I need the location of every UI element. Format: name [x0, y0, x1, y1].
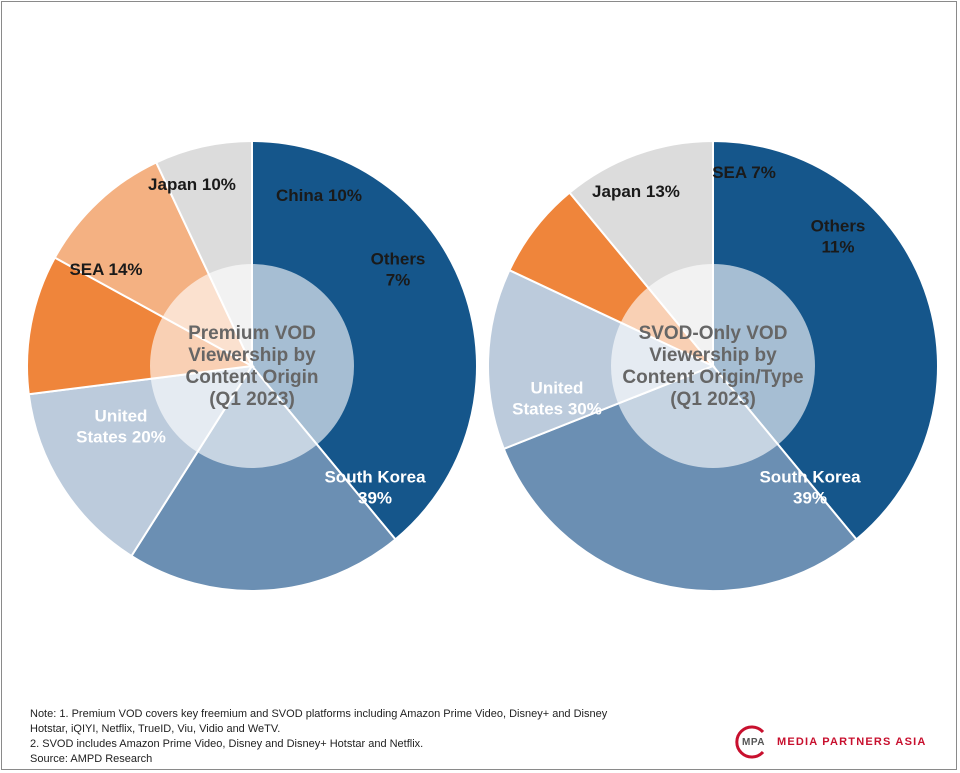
logo-mpa-text: MPA [742, 737, 765, 748]
slice-united-states [130, 364, 397, 592]
slice-united-states [502, 364, 858, 592]
slice-japan [487, 268, 716, 451]
note-line-3: 2. SVOD includes Amazon Prime Video, Dis… [30, 738, 424, 750]
note-line-2: Hotstar, iQIYI, Netflix, TrueID, Viu, Vi… [30, 723, 281, 735]
chart-title: Premium VOD Viewership by Content Origin (Q… [186, 323, 319, 410]
footnotes: Note: 1. Premium VOD covers key freemium… [30, 707, 730, 767]
slice-south-korea [712, 139, 939, 541]
donut-charts: Premium VOD Viewership by Content Origin (Q… [26, 139, 939, 592]
slice-label-united-states: United States 20% [76, 407, 166, 447]
logo-arc-icon [735, 725, 765, 759]
slice-south-korea [251, 139, 478, 541]
slice-label-south-korea: South Korea 39% [324, 468, 426, 508]
donut-chart-1: Premium VOD Viewership by Content Origin (Q… [26, 139, 478, 592]
donut-center [611, 264, 815, 468]
slice-label-others: Others 11% [811, 217, 866, 257]
logo-company-name: MEDIA PARTNERS ASIA [777, 736, 927, 748]
slice-label-south-korea: South Korea 39% [759, 468, 861, 508]
slice-label-sea: SEA 14% [69, 260, 142, 279]
note-line-1: Note: 1. Premium VOD covers key freemium… [30, 708, 608, 720]
chart-title: SVOD-Only VOD Viewership by Content Origin… [622, 323, 803, 410]
slice-label-japan: Japan 13% [592, 182, 680, 201]
media-partners-asia-logo: MPA MEDIA PARTNERS ASIA [733, 724, 943, 760]
source-line: Source: AMPD Research [30, 753, 153, 765]
slice-label-sea: SEA 7% [712, 163, 776, 182]
slice-label-china: China 10% [276, 186, 362, 205]
slice-label-others: Others 7% [371, 250, 426, 290]
donut-chart-2: SVOD-Only VOD Viewership by Content Origin… [487, 139, 939, 592]
slice-label-united-states: United States 30% [512, 379, 602, 419]
donut-center [150, 264, 354, 468]
slice-label-japan: Japan 10% [148, 175, 236, 194]
